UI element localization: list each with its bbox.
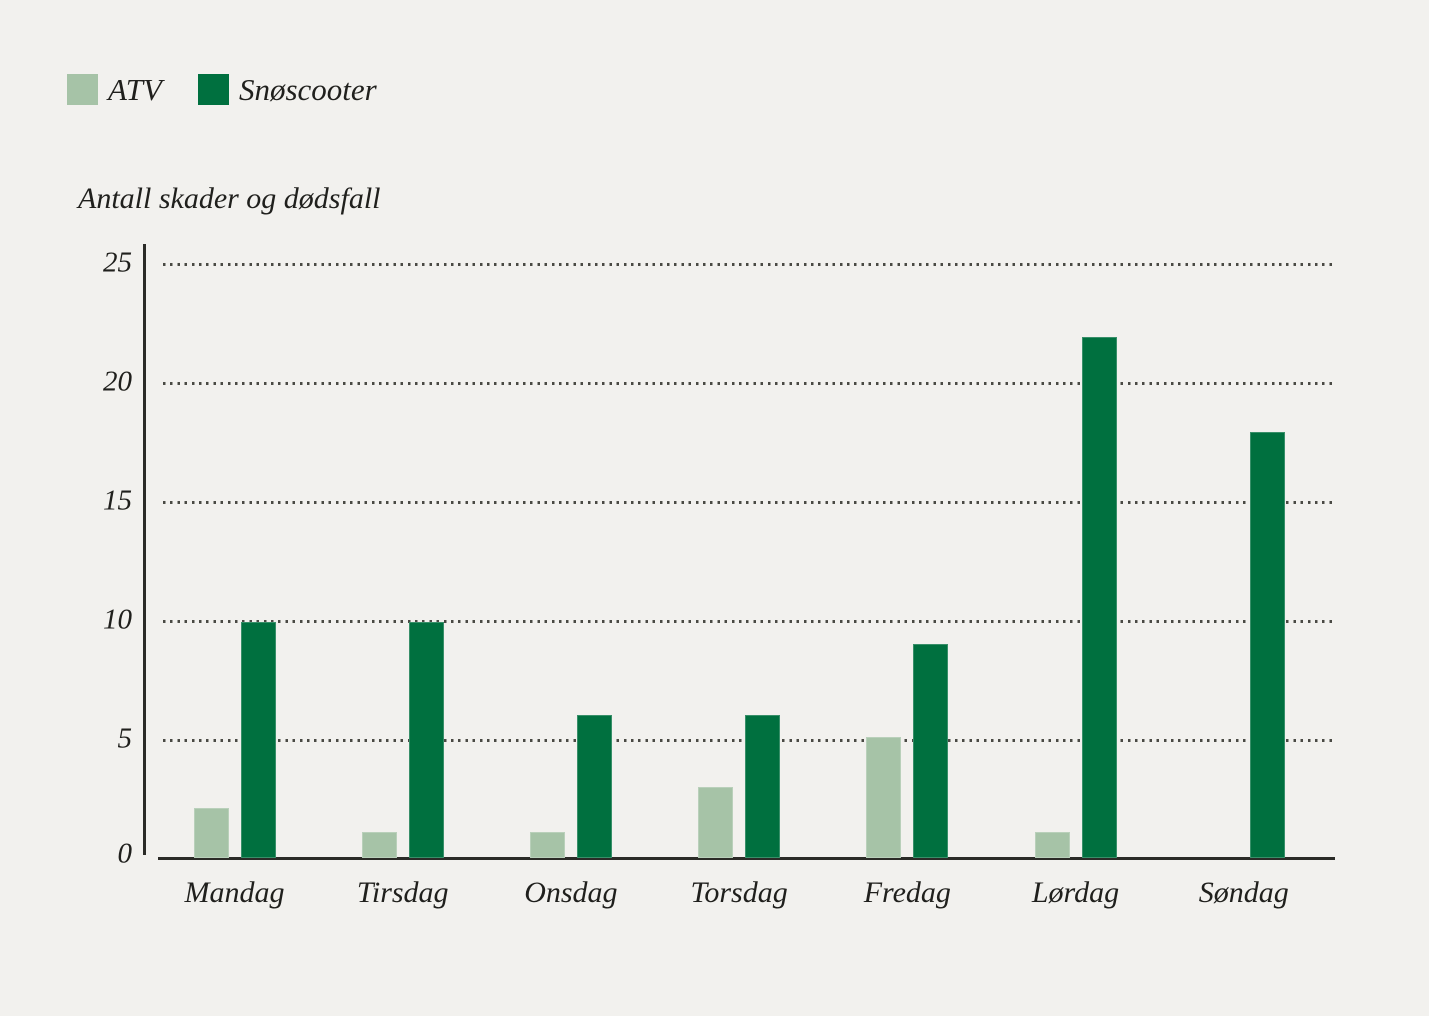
x-label-tirsdag: Tirsdag: [356, 876, 449, 909]
y-axis-line: [143, 244, 146, 855]
bar-snoscooter-sondag: [1249, 431, 1285, 858]
x-label-onsdag: Onsdag: [524, 876, 618, 909]
legend-label-atv: ATV: [108, 72, 162, 107]
legend-label-snoscooter: Snøscooter: [238, 72, 377, 107]
bar-atv-onsdag: [529, 831, 565, 858]
chart-title: Antall skader og dødsfall: [78, 182, 381, 215]
legend-swatch-snoscooter: [197, 74, 229, 105]
y-tick-label-15: 15: [103, 484, 132, 517]
x-label-fredag: Fredag: [863, 876, 951, 909]
bar-snoscooter-torsdag: [745, 715, 781, 858]
bar-atv-tirsdag: [361, 831, 397, 858]
bar-atv-torsdag: [698, 786, 734, 858]
y-tick-label-0: 0: [117, 837, 133, 870]
gridline-25: [163, 263, 1335, 266]
legend-swatch-atv: [67, 74, 98, 105]
x-axis-line: [158, 857, 1335, 860]
bar-atv-mandag: [193, 808, 229, 858]
y-tick-label-5: 5: [117, 722, 133, 755]
x-label-mandag: Mandag: [184, 876, 285, 909]
x-label-sondag: Søndag: [1198, 876, 1289, 909]
legend: ATV Snøscooter: [67, 74, 377, 105]
bar-snoscooter-fredag: [913, 643, 949, 858]
bar-snoscooter-onsdag: [576, 715, 612, 858]
gridline-10: [163, 620, 1335, 623]
y-tick-label-25: 25: [103, 246, 132, 279]
legend-item-atv: ATV: [67, 74, 162, 105]
bar-atv-fredag: [866, 736, 902, 858]
x-label-torsdag: Torsdag: [690, 876, 788, 909]
bar-snoscooter-tirsdag: [408, 622, 444, 858]
bar-snoscooter-mandag: [240, 622, 276, 858]
bar-atv-lordag: [1034, 831, 1070, 858]
legend-item-snoscooter: Snøscooter: [197, 72, 377, 107]
gridline-15: [163, 501, 1335, 504]
bar-snoscooter-lordag: [1081, 336, 1117, 858]
gridline-20: [163, 382, 1335, 385]
y-tick-label-10: 10: [103, 603, 132, 636]
x-label-lordag: Lørdag: [1031, 876, 1120, 909]
y-tick-label-20: 20: [103, 365, 132, 398]
